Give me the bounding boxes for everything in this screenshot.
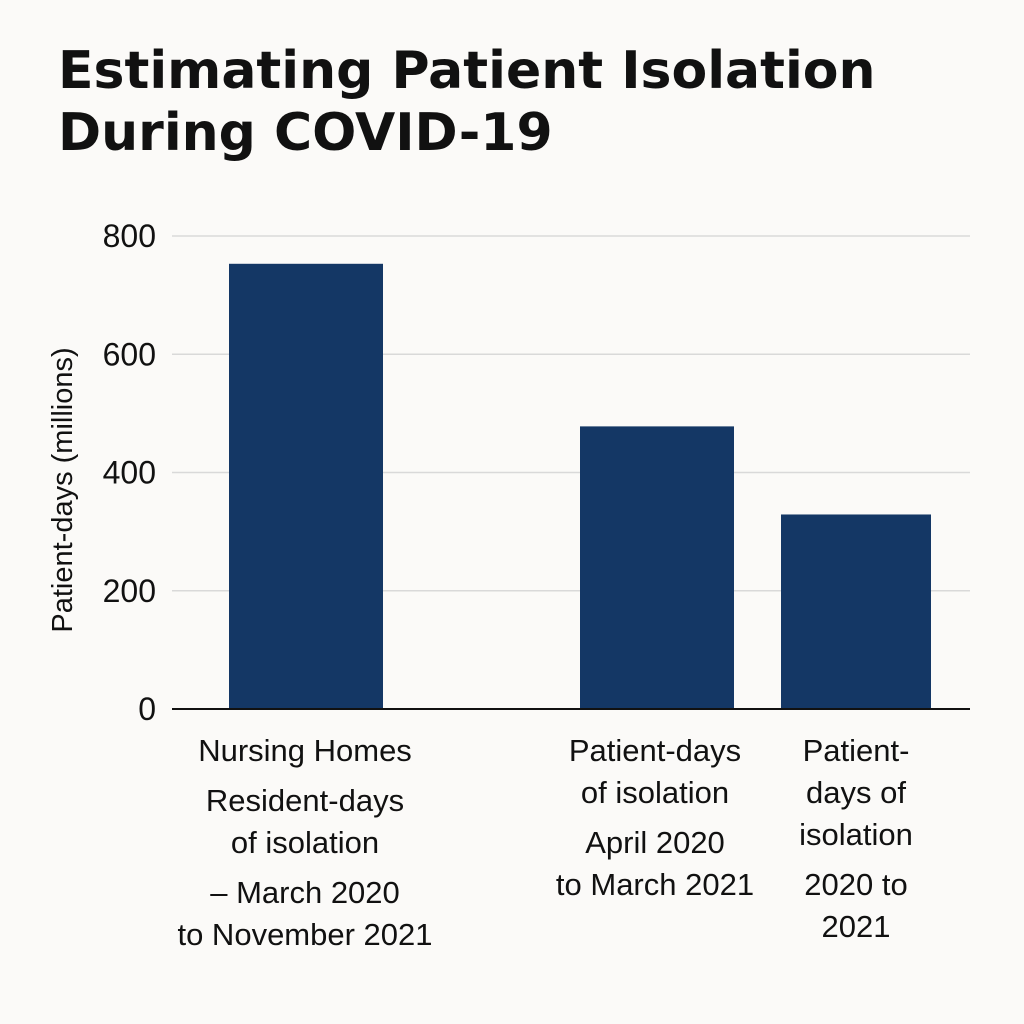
bar-2 — [580, 426, 734, 709]
y-tick-labels: 0 200 400 600 800 — [103, 218, 156, 727]
bar-1 — [229, 263, 383, 709]
category-label-line: April 2020 — [585, 825, 725, 860]
chart-title: Estimating Patient Isolation During COVI… — [58, 41, 876, 163]
category-label-line: to March 2021 — [555, 867, 755, 902]
category-label-line: Patient- — [802, 733, 910, 768]
category-label-line: days of — [806, 775, 906, 810]
category-label-1: Nursing Homes Resident-days of isolation – … — [155, 730, 455, 956]
category-label-2: Patient-days of isolation April 2020 to Mar… — [525, 730, 785, 906]
y-tick-label: 400 — [103, 455, 156, 491]
category-label-line: Nursing Homes — [198, 733, 412, 768]
category-label-line: Patient-days — [568, 733, 742, 768]
y-axis-label: Patient-days (millions) — [47, 347, 79, 632]
category-label-line: 2020 to — [804, 867, 908, 902]
label-gap — [155, 864, 455, 872]
category-label-line: isolation — [799, 817, 913, 852]
label-gap — [525, 814, 785, 822]
bar-3 — [781, 514, 931, 709]
category-label-line: of isolation — [230, 825, 380, 860]
y-tick-label: 800 — [103, 218, 156, 254]
category-label-line: 2021 — [821, 909, 891, 944]
y-tick-label: 200 — [103, 573, 156, 609]
category-label-line: Resident-days — [205, 783, 405, 818]
bars — [229, 263, 931, 709]
category-label-line: of isolation — [580, 775, 730, 810]
y-tick-label: 0 — [138, 691, 156, 727]
category-label-line: – March 2020 — [210, 875, 400, 910]
category-label-line: to November 2021 — [177, 917, 433, 952]
label-gap — [155, 772, 455, 780]
y-tick-label: 600 — [103, 336, 156, 372]
label-gap — [766, 856, 946, 864]
category-label-3: Patient-days of isolation 2020 to 2021 — [766, 730, 946, 948]
